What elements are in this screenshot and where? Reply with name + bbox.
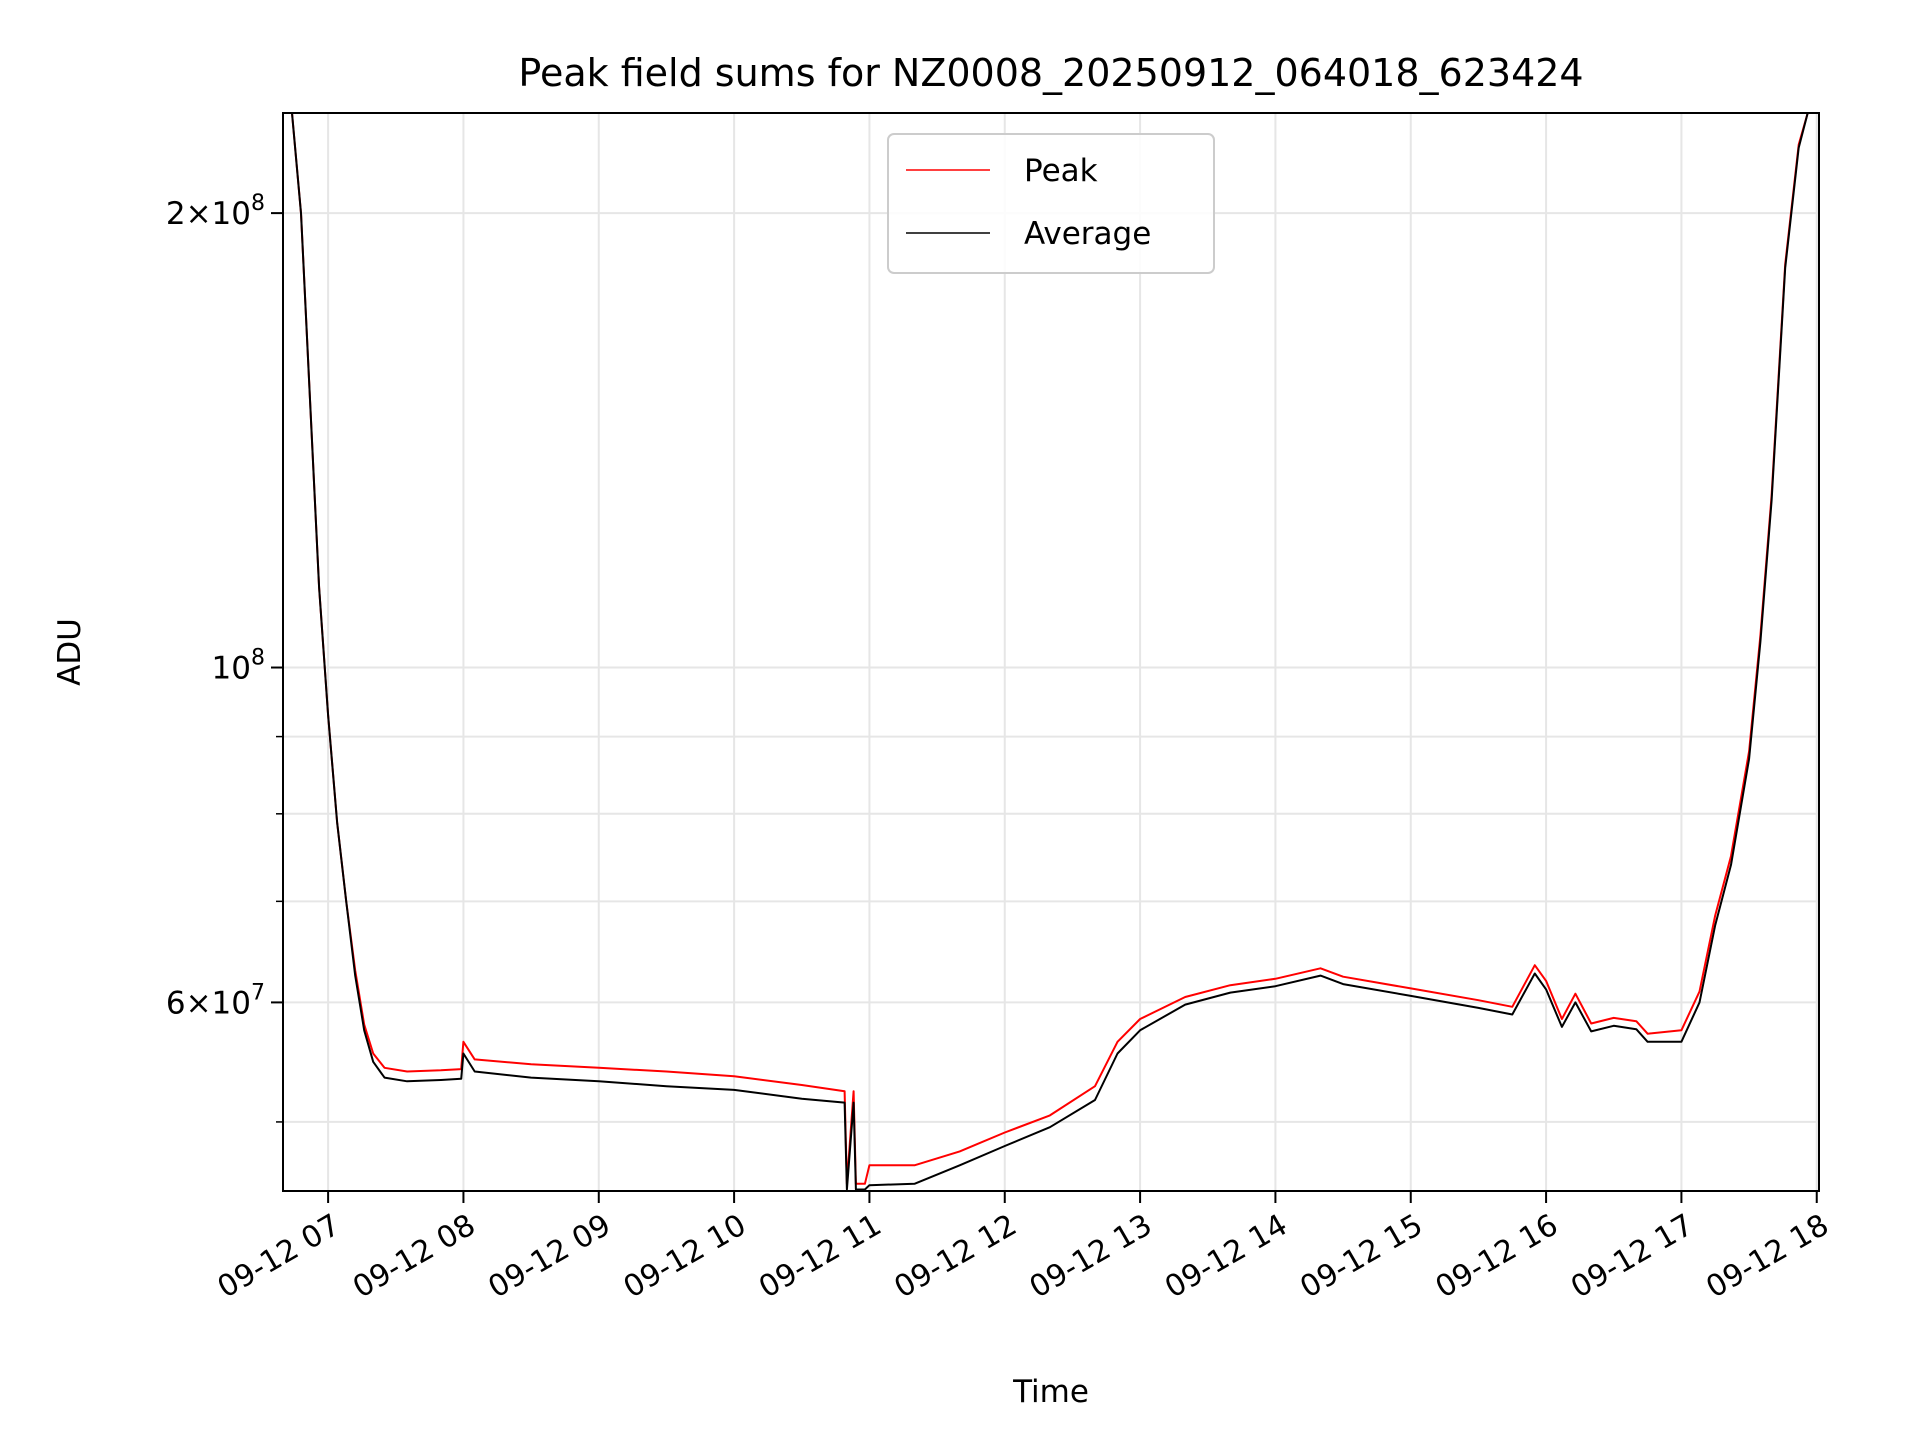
x-axis-label: Time [1012,1374,1089,1410]
y-tick-label: 6×107 [166,980,265,1021]
plot-frame [282,112,1820,1192]
legend-label-peak: Peak [1024,153,1098,189]
legend-label-average: Average [1024,216,1151,252]
series-line-average [291,112,1809,1191]
y-tick-label: 108 [212,646,265,687]
chart-title: Peak field sums for NZ0008_20250912_0640… [518,51,1583,95]
legend-box [887,133,1215,274]
y-tick-label: 2×108 [166,191,265,232]
legend: Peak Average [887,133,1215,274]
y-axis-label: ADU [52,618,88,686]
series-group [291,112,1809,1191]
series-line-peak [291,112,1809,1185]
